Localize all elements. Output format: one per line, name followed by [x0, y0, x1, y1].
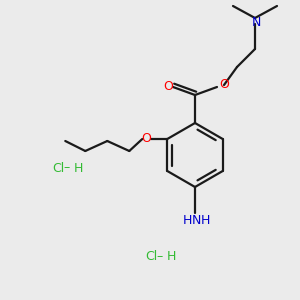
Text: H: H [166, 250, 176, 263]
Text: N: N [191, 214, 201, 227]
Text: O: O [163, 80, 173, 92]
Text: –: – [157, 250, 163, 263]
Text: O: O [141, 131, 151, 145]
Text: N: N [251, 16, 261, 28]
Text: H: H [73, 161, 83, 175]
Text: Cl: Cl [145, 250, 157, 263]
Text: H: H [200, 214, 210, 227]
Text: O: O [219, 79, 229, 92]
Text: Cl: Cl [52, 161, 64, 175]
Text: H: H [182, 214, 192, 227]
Text: –: – [64, 161, 70, 175]
